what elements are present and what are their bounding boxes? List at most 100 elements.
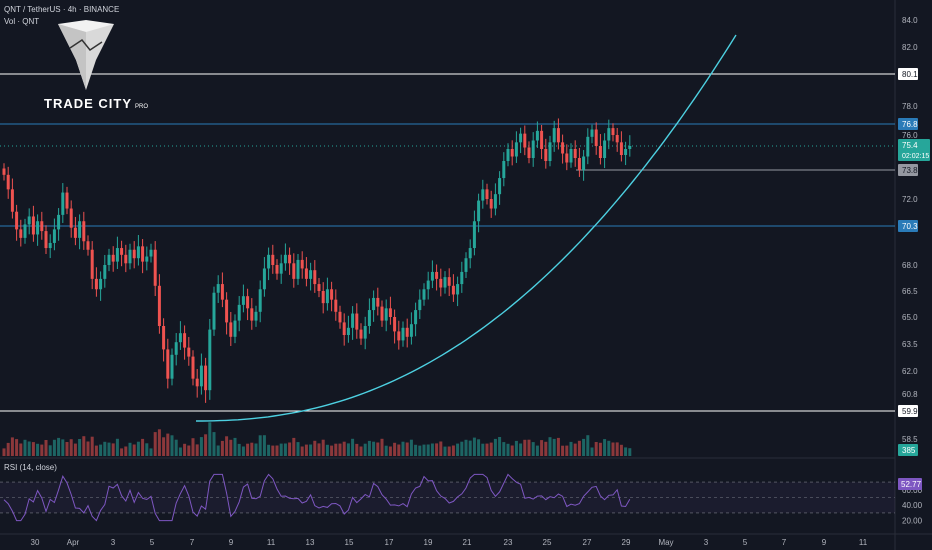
candle (435, 271, 439, 279)
candle (69, 208, 73, 228)
candle (514, 142, 518, 157)
volume-bar (464, 439, 468, 456)
time-tick-label: 25 (543, 538, 552, 547)
candle (225, 299, 229, 323)
candle (19, 229, 23, 238)
volume-bar (6, 442, 10, 456)
volume-bar (376, 442, 380, 456)
candle (464, 258, 468, 272)
candle (48, 242, 52, 249)
candle (279, 263, 283, 274)
volume-bar (153, 432, 157, 456)
volume-bar (216, 445, 220, 456)
time-tick-label: 5 (150, 538, 155, 547)
candle (561, 142, 565, 154)
volume-bar (170, 435, 174, 456)
candle (115, 248, 119, 262)
volume-bar (61, 439, 65, 456)
volume-bar (384, 445, 388, 456)
candle (330, 289, 334, 300)
time-tick-label: 7 (782, 538, 787, 547)
time-tick-label: 17 (385, 538, 394, 547)
candle (477, 200, 481, 222)
volume-bar (573, 443, 577, 456)
candle (132, 249, 136, 259)
volume-bar (418, 445, 422, 456)
volume-bar (283, 443, 287, 456)
volume-bar (233, 437, 237, 456)
candle (145, 256, 149, 262)
candle (590, 129, 594, 137)
volume-bar (598, 442, 602, 456)
candle (99, 278, 103, 290)
candle (237, 304, 241, 321)
candle (162, 326, 166, 350)
volume-bar (292, 437, 296, 456)
candle (506, 149, 510, 161)
current-price-label: 75.4 (902, 141, 918, 150)
candle (355, 313, 359, 330)
candles-group (2, 118, 632, 403)
volume-bar (10, 437, 14, 456)
volume-bar (401, 441, 405, 456)
candle (283, 254, 287, 264)
time-tick-label: 19 (424, 538, 433, 547)
volume-bar (57, 437, 61, 456)
candle (183, 333, 187, 348)
volume-bar (367, 440, 371, 456)
candle (292, 263, 296, 279)
time-tick-label: 11 (859, 538, 868, 547)
candle (598, 146, 602, 158)
volume-bar (73, 443, 77, 456)
range-low-label-box (898, 164, 918, 176)
volume-bar (582, 438, 586, 456)
volume-bar (372, 441, 376, 456)
candle (531, 140, 535, 158)
candle (472, 221, 476, 249)
volume-bar (225, 436, 229, 456)
candle (86, 241, 90, 250)
volume-bar (338, 443, 342, 456)
volume-bar (397, 444, 401, 456)
level-label-box (898, 405, 918, 417)
volume-bar (27, 441, 31, 456)
price-tick-label: 58.5 (902, 435, 918, 444)
candle (603, 140, 607, 158)
volume-bar (485, 443, 489, 456)
volume-bar (498, 437, 502, 456)
price-tick-label: 84.0 (902, 16, 918, 25)
level-label-80.1: 80.1 (902, 70, 918, 79)
candle (447, 277, 451, 286)
volume-bar (552, 438, 556, 456)
candle (468, 248, 472, 259)
volume-bar (603, 439, 607, 456)
logo-suffix: PRO (135, 104, 149, 110)
volume-bar (334, 443, 338, 456)
candle (414, 310, 418, 325)
time-tick-label: 15 (345, 538, 354, 547)
candle (460, 271, 464, 285)
volume-bar (628, 448, 632, 456)
candle (157, 285, 161, 326)
candle (124, 254, 128, 264)
candle (493, 194, 497, 209)
volume-bar (304, 444, 308, 456)
price-tick-label: 62.0 (902, 367, 918, 376)
volume-bar (577, 440, 581, 456)
volume-bar (275, 445, 279, 456)
volume-bar (115, 438, 119, 456)
volume-bar (586, 435, 590, 456)
candle (611, 128, 615, 135)
volume-bar (191, 438, 195, 456)
candle (393, 317, 397, 332)
candle (6, 174, 10, 190)
candle (317, 284, 321, 291)
time-tick-label: Apr (67, 538, 80, 547)
volume-bar (430, 443, 434, 456)
candle (90, 249, 94, 279)
volume-bar (514, 440, 518, 456)
volume-bar (439, 441, 443, 456)
volume-bar (330, 445, 334, 456)
candle (229, 322, 233, 337)
